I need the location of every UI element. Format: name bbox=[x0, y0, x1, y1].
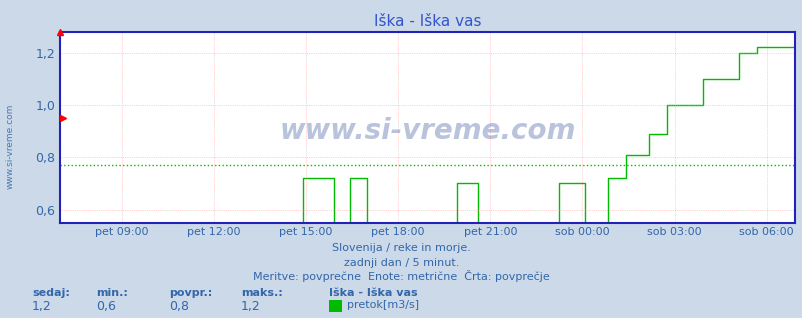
Text: maks.:: maks.: bbox=[241, 288, 282, 298]
Text: sedaj:: sedaj: bbox=[32, 288, 70, 298]
Text: 0,6: 0,6 bbox=[96, 300, 116, 313]
Text: 1,2: 1,2 bbox=[241, 300, 261, 313]
Text: www.si-vreme.com: www.si-vreme.com bbox=[279, 117, 575, 145]
Text: Iška - Iška vas: Iška - Iška vas bbox=[329, 288, 417, 298]
Text: min.:: min.: bbox=[96, 288, 128, 298]
Text: www.si-vreme.com: www.si-vreme.com bbox=[5, 104, 14, 189]
Text: 1,2: 1,2 bbox=[32, 300, 52, 313]
Text: Slovenija / reke in morje.: Slovenija / reke in morje. bbox=[332, 243, 470, 253]
Title: Iška - Iška vas: Iška - Iška vas bbox=[374, 14, 480, 29]
Text: Meritve: povprečne  Enote: metrične  Črta: povprečje: Meritve: povprečne Enote: metrične Črta:… bbox=[253, 270, 549, 282]
Text: 0,8: 0,8 bbox=[168, 300, 188, 313]
Text: zadnji dan / 5 minut.: zadnji dan / 5 minut. bbox=[343, 258, 459, 267]
Text: povpr.:: povpr.: bbox=[168, 288, 212, 298]
Text: pretok[m3/s]: pretok[m3/s] bbox=[346, 300, 419, 309]
